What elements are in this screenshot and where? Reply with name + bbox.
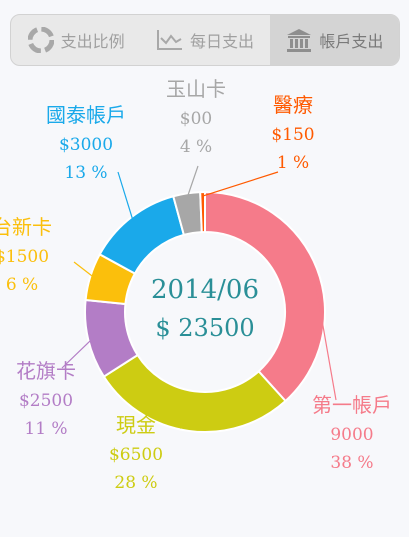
tab-daily-expense-label: 每日支出 [189,32,254,51]
segment-amount: $00 [180,109,212,129]
leader-line [202,171,279,197]
segment-amount: $3000 [59,135,113,155]
segment-name: 醫療 [273,93,313,117]
segment-amount: $1500 [0,247,49,267]
segment-name: 花旗卡 [16,359,76,383]
leader-line [73,261,95,279]
segment-amount: $150 [271,125,314,145]
leader-line [117,171,134,222]
tab-account-expense-label: 帳戶支出 [319,32,384,51]
tab-daily-expense[interactable]: 每日支出 [140,15,269,65]
pie-chart-icon [27,26,55,54]
donut-slice[interactable] [199,190,206,234]
segment-percent: 1 % [277,153,309,173]
tab-account-expense[interactable]: 帳戶支出 [269,15,399,65]
center-month: 2014/06 [151,275,259,305]
segment-percent: 4 % [180,137,212,157]
segment-name: 玉山卡 [166,77,226,101]
segment-name: 現金 [116,413,156,437]
segment-name: 台新卡 [0,215,52,239]
leader-line [61,338,93,369]
segment-percent: 13 % [64,163,107,183]
bank-icon [285,26,313,54]
segment-percent: 6 % [6,275,38,295]
segment-amount: $2500 [19,391,73,411]
tab-expense-ratio[interactable]: 支出比例 [11,15,140,65]
donut-slice[interactable] [204,190,326,403]
leader-line [179,426,190,429]
segment-amount: $6500 [109,445,163,465]
segment-name: 國泰帳戶 [46,103,126,127]
donut-slice[interactable] [98,195,186,275]
tab-bar: 支出比例 每日支出 帳戶支出 [10,14,400,66]
leader-line [312,270,337,401]
segment-name: 第一帳戶 [312,393,392,417]
segment-percent: 28 % [114,473,157,493]
center-total: $ 23500 [155,314,254,342]
segment-percent: 11 % [24,419,67,439]
segment-amount: 9000 [330,425,373,445]
leader-line [186,165,199,198]
line-chart-icon [156,26,184,54]
segment-percent: 38 % [330,453,373,473]
tab-expense-ratio-label: 支出比例 [60,32,125,51]
